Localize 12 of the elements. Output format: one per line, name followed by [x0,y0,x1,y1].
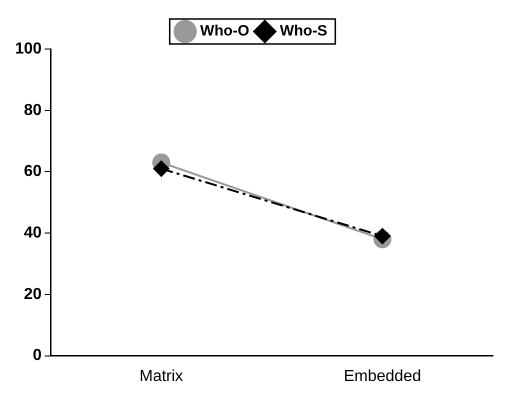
y-tick-label: 20 [24,286,42,303]
y-tick-label: 0 [32,347,42,364]
legend-label: Who-S [280,22,328,40]
y-tick-label: 80 [24,102,42,119]
legend-label: Who-O [200,22,250,40]
point [374,228,390,244]
point [153,160,170,177]
y-tick-label: 60 [24,163,42,180]
y-tick-label: 100 [14,40,42,58]
x-tick-label: Embedded [344,368,422,385]
x-tick-label: Matrix [139,368,184,385]
y-tick-label: 40 [24,224,42,242]
